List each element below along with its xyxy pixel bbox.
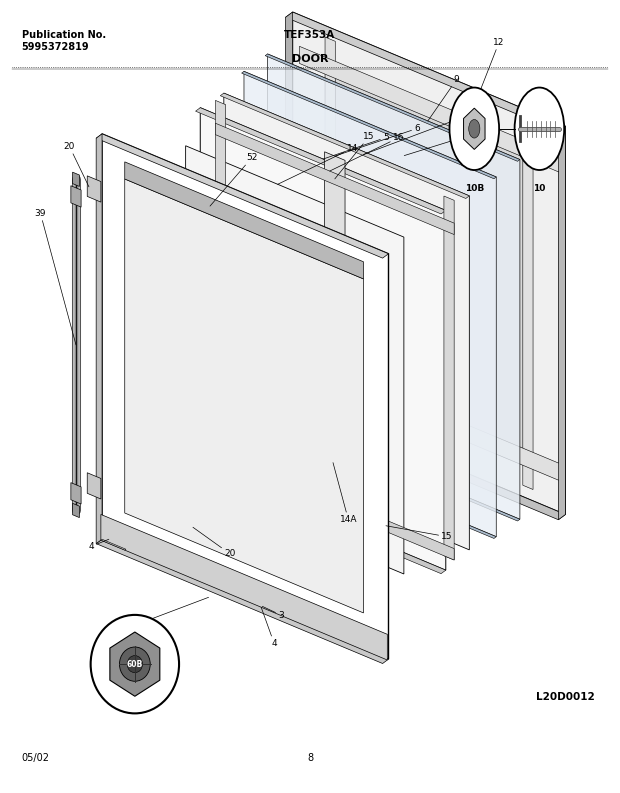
Text: 52: 52	[210, 153, 257, 206]
Polygon shape	[299, 46, 559, 172]
Polygon shape	[101, 515, 388, 660]
Polygon shape	[185, 146, 404, 574]
Polygon shape	[265, 54, 520, 161]
Polygon shape	[125, 179, 363, 613]
Text: 14A: 14A	[333, 462, 357, 524]
Text: 05/02: 05/02	[22, 753, 50, 763]
Polygon shape	[464, 108, 485, 149]
Text: 10B: 10B	[464, 185, 484, 193]
Text: 5: 5	[323, 133, 389, 159]
Polygon shape	[101, 539, 126, 550]
Text: 60B: 60B	[111, 637, 131, 646]
Polygon shape	[244, 71, 496, 537]
Circle shape	[91, 615, 179, 714]
Text: 20: 20	[193, 527, 236, 558]
Polygon shape	[444, 196, 454, 560]
Polygon shape	[71, 483, 81, 504]
Polygon shape	[73, 172, 79, 186]
Polygon shape	[87, 176, 101, 202]
Polygon shape	[200, 108, 446, 570]
Polygon shape	[296, 407, 360, 531]
Text: 4: 4	[261, 607, 277, 648]
Polygon shape	[286, 400, 565, 519]
Text: Publication No.: Publication No.	[22, 30, 106, 40]
Polygon shape	[96, 134, 389, 259]
Polygon shape	[286, 12, 565, 132]
Polygon shape	[299, 354, 559, 481]
Polygon shape	[216, 123, 454, 235]
Polygon shape	[102, 134, 389, 659]
Polygon shape	[559, 126, 565, 519]
Polygon shape	[334, 69, 525, 458]
Polygon shape	[220, 93, 469, 198]
Polygon shape	[293, 12, 565, 515]
Text: 15: 15	[386, 526, 453, 541]
Text: L20D0012: L20D0012	[536, 691, 595, 702]
Polygon shape	[73, 504, 79, 518]
Polygon shape	[195, 467, 446, 573]
Circle shape	[515, 87, 564, 170]
Polygon shape	[242, 431, 496, 538]
Polygon shape	[195, 108, 446, 214]
Text: 5995372819: 5995372819	[22, 42, 89, 52]
Text: 60B: 60B	[126, 660, 143, 668]
Text: 6: 6	[335, 124, 420, 156]
Polygon shape	[265, 414, 520, 521]
Polygon shape	[523, 120, 533, 489]
Text: 3: 3	[262, 607, 284, 619]
Text: 8: 8	[307, 753, 313, 763]
Text: TEF353A: TEF353A	[285, 30, 335, 40]
Circle shape	[120, 647, 150, 681]
Text: 12: 12	[480, 38, 505, 90]
Text: 39: 39	[35, 209, 76, 345]
Text: 14: 14	[278, 144, 358, 184]
Text: 4: 4	[88, 539, 109, 551]
Polygon shape	[216, 449, 454, 560]
Text: 20: 20	[64, 142, 89, 187]
Polygon shape	[216, 101, 226, 465]
Polygon shape	[71, 186, 81, 207]
Polygon shape	[311, 511, 319, 515]
Polygon shape	[242, 71, 496, 178]
Text: 15: 15	[335, 132, 375, 179]
Polygon shape	[224, 93, 469, 550]
Text: 16: 16	[330, 133, 404, 171]
Text: DOOR: DOOR	[292, 54, 328, 64]
Polygon shape	[286, 12, 293, 405]
Polygon shape	[267, 54, 520, 519]
Polygon shape	[87, 473, 101, 499]
Polygon shape	[96, 134, 102, 544]
Polygon shape	[125, 162, 363, 279]
Polygon shape	[325, 37, 335, 407]
Polygon shape	[325, 151, 345, 508]
Circle shape	[469, 120, 480, 138]
Text: 9: 9	[428, 75, 459, 121]
Circle shape	[127, 656, 143, 672]
Circle shape	[450, 87, 499, 170]
Text: 8: 8	[404, 133, 466, 155]
Text: 10: 10	[533, 185, 546, 193]
Text: 7: 7	[363, 115, 459, 155]
Polygon shape	[96, 539, 389, 664]
Polygon shape	[110, 632, 160, 696]
